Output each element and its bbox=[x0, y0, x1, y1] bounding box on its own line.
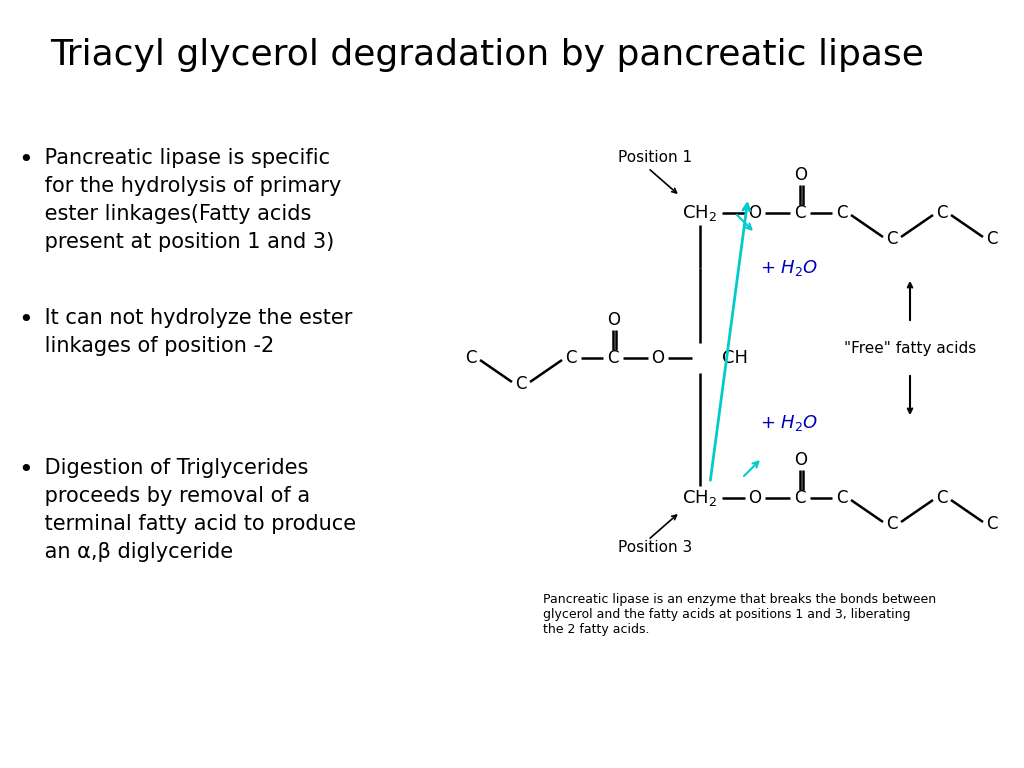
Text: C: C bbox=[607, 349, 618, 367]
Text: •: • bbox=[18, 458, 33, 482]
Text: C: C bbox=[936, 204, 948, 222]
Text: C: C bbox=[936, 489, 948, 507]
Text: C: C bbox=[465, 349, 477, 367]
Text: C: C bbox=[837, 489, 848, 507]
Text: •: • bbox=[18, 308, 33, 332]
Text: C: C bbox=[837, 204, 848, 222]
Text: CH$_2$: CH$_2$ bbox=[682, 488, 718, 508]
Text: C: C bbox=[515, 375, 526, 393]
Text: O: O bbox=[795, 166, 808, 184]
Text: O: O bbox=[651, 349, 665, 367]
Text: C: C bbox=[795, 489, 806, 507]
Text: Position 1: Position 1 bbox=[618, 151, 692, 165]
Text: $+\ H_2O$: $+\ H_2O$ bbox=[760, 413, 818, 433]
Text: It can not hydrolyze the ester
 linkages of position -2: It can not hydrolyze the ester linkages … bbox=[38, 308, 352, 356]
Text: Digestion of Triglycerides
 proceeds by removal of a
 terminal fatty acid to pro: Digestion of Triglycerides proceeds by r… bbox=[38, 458, 356, 562]
Text: O: O bbox=[795, 451, 808, 469]
Text: O: O bbox=[607, 311, 621, 329]
Text: Triacyl glycerol degradation by pancreatic lipase: Triacyl glycerol degradation by pancreat… bbox=[50, 38, 924, 72]
Text: CH: CH bbox=[722, 349, 748, 367]
Text: O: O bbox=[749, 204, 762, 222]
Text: C: C bbox=[886, 230, 898, 248]
Text: $+\ H_2O$: $+\ H_2O$ bbox=[760, 258, 818, 278]
Text: Pancreatic lipase is specific
 for the hydrolysis of primary
 ester linkages(Fat: Pancreatic lipase is specific for the hy… bbox=[38, 148, 341, 252]
Text: C: C bbox=[795, 204, 806, 222]
Text: Pancreatic lipase is an enzyme that breaks the bonds between
glycerol and the fa: Pancreatic lipase is an enzyme that brea… bbox=[543, 593, 936, 636]
Text: C: C bbox=[986, 515, 997, 533]
Text: C: C bbox=[886, 515, 898, 533]
Text: O: O bbox=[749, 489, 762, 507]
Text: Position 3: Position 3 bbox=[618, 541, 692, 555]
Text: C: C bbox=[986, 230, 997, 248]
Text: "Free" fatty acids: "Free" fatty acids bbox=[844, 340, 976, 356]
Text: C: C bbox=[565, 349, 577, 367]
Text: CH$_2$: CH$_2$ bbox=[682, 203, 718, 223]
Text: •: • bbox=[18, 148, 33, 172]
